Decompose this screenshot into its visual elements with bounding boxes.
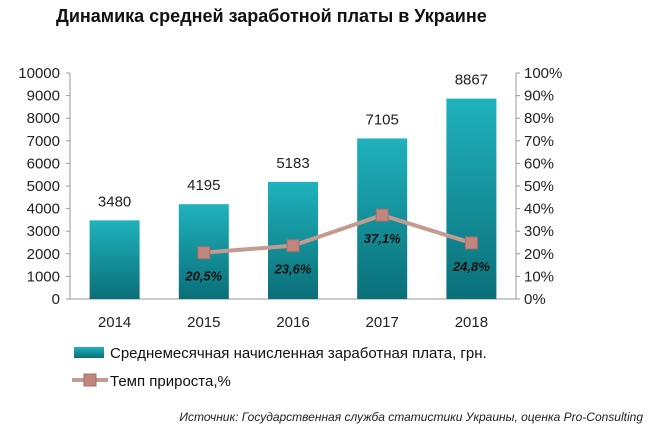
x-tick-label: 2018 <box>455 314 488 331</box>
y-right-tick-label: 70% <box>524 133 554 150</box>
growth-marker <box>464 236 478 250</box>
y-right-tick-label: 60% <box>524 155 554 172</box>
x-tick-label: 2015 <box>187 314 220 331</box>
growth-value-label: 24,8% <box>452 259 490 274</box>
bar <box>446 98 497 299</box>
y-left-tick-label: 7000 <box>27 133 60 150</box>
y-left-tick-label: 2000 <box>27 246 60 263</box>
growth-line <box>203 213 472 255</box>
growth-marker <box>375 208 389 222</box>
legend-bar-swatch <box>74 347 104 358</box>
growth-marker <box>197 246 211 260</box>
y-left-tick-label: 8000 <box>27 110 60 127</box>
y-left-tick-label: 3000 <box>27 223 60 240</box>
legend-line-marker <box>83 373 97 387</box>
y-right-tick-label: 20% <box>524 246 554 263</box>
x-tick-label: 2017 <box>366 314 399 331</box>
bar-value-label: 5183 <box>276 155 309 172</box>
bar-value-label: 4195 <box>187 177 220 194</box>
y-left-tick-label: 0 <box>52 291 60 308</box>
y-right-tick-label: 0% <box>524 291 546 308</box>
legend: Среднемесячная начисленная заработная пл… <box>72 345 487 390</box>
bar-value-label: 7105 <box>366 111 399 128</box>
x-tick-label: 2014 <box>98 314 131 331</box>
x-tick-label: 2016 <box>276 314 309 331</box>
y-right-tick-label: 40% <box>524 201 554 218</box>
y-left-tick-label: 4000 <box>27 201 60 218</box>
y-right-tick-label: 90% <box>524 88 554 105</box>
bar-value-label: 3480 <box>98 193 131 210</box>
bar <box>89 220 140 299</box>
data-labels: 3480 4195 5183 7105 8867 20,5% 23,6% 37,1% 24,8% <box>98 72 490 284</box>
y-left-tick-label: 6000 <box>27 155 60 172</box>
legend-bar-label: Среднемесячная начисленная заработная пл… <box>110 345 487 362</box>
y-right-tick-label: 100% <box>524 65 562 82</box>
axes: 0 1000 2000 3000 4000 5000 6000 7000 8000 9000 100… <box>18 65 562 331</box>
y-left-tick-label: 5000 <box>27 178 60 195</box>
chart-title: Динамика средней заработной платы в Укра… <box>56 6 487 26</box>
y-right-tick-label: 50% <box>524 178 554 195</box>
y-left-tick-label: 9000 <box>27 88 60 105</box>
growth-value-label: 20,5% <box>184 269 222 284</box>
y-left-tick-label: 1000 <box>27 268 60 285</box>
y-right-tick-label: 10% <box>524 268 554 285</box>
y-right-tick-label: 80% <box>524 110 554 127</box>
growth-value-label: 23,6% <box>274 262 312 277</box>
growth-line-series <box>197 208 478 260</box>
bar-value-label: 8867 <box>455 72 488 89</box>
growth-value-label: 37,1% <box>364 231 401 246</box>
legend-line-label: Темп прироста,% <box>110 373 231 390</box>
y-left-tick-label: 10000 <box>18 65 60 82</box>
y-right-tick-label: 30% <box>524 223 554 240</box>
source-note: Источник: Государственная служба статист… <box>179 410 643 424</box>
growth-marker <box>286 239 300 253</box>
